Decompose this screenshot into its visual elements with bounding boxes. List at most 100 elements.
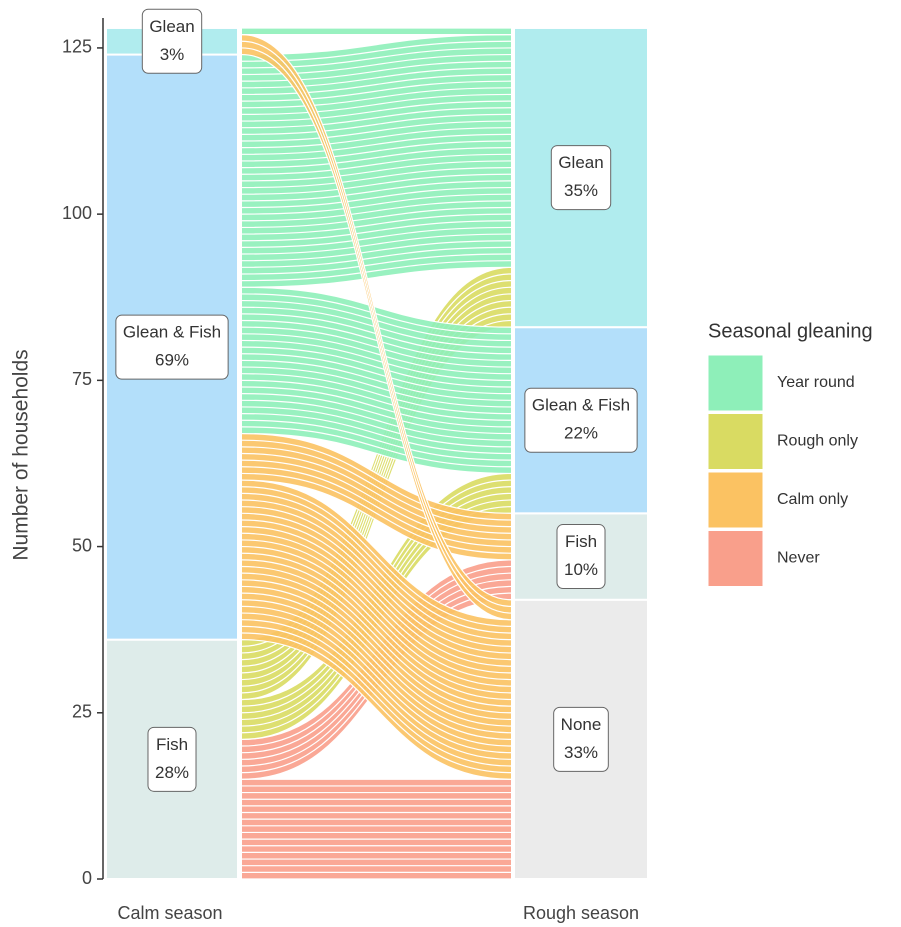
- strand-separator: [241, 539, 512, 681]
- strand-separator: [241, 120, 512, 142]
- legend-label: Year round: [777, 374, 855, 391]
- strand-separator: [241, 605, 512, 747]
- strand-separator: [241, 426, 512, 468]
- strand-separator: [241, 545, 512, 687]
- strand-separator: [241, 512, 512, 654]
- strand-separator: [241, 186, 512, 209]
- stratum-percent: 69%: [155, 351, 189, 370]
- strand-separator: [241, 166, 512, 189]
- strand-separator: [241, 432, 512, 514]
- strand-separator: [241, 253, 512, 275]
- strand-separator: [241, 439, 512, 521]
- strand-separator: [241, 47, 512, 614]
- strand-separator: [241, 552, 512, 694]
- strand-separator: [241, 532, 512, 674]
- strand-separator: [241, 386, 512, 428]
- strand-separator: [241, 233, 512, 255]
- stratum-label: Glean: [149, 17, 194, 36]
- strand-separator: [241, 246, 512, 268]
- strand-separator: [241, 153, 512, 175]
- stratum-label-box: [147, 726, 197, 792]
- stratum-label-box: [553, 706, 609, 772]
- strand-separator: [241, 506, 512, 647]
- strand-separator: [241, 346, 512, 388]
- strand-separator: [241, 326, 512, 368]
- stratum-label-box: [550, 145, 612, 211]
- y-tick-label: 100: [62, 203, 92, 223]
- strand-separator: [241, 446, 512, 528]
- stratum-label: Glean & Fish: [532, 396, 630, 415]
- strand-separator: [241, 612, 512, 754]
- flow: [242, 433, 511, 560]
- strand-separator: [241, 339, 512, 381]
- strand-separator: [241, 486, 512, 627]
- strand-separator: [241, 34, 512, 56]
- x-tick-label: Calm season: [117, 903, 222, 923]
- strand-separator: [241, 127, 512, 149]
- stratum-percent: 22%: [564, 424, 598, 443]
- legend-title: Seasonal gleaning: [708, 320, 873, 342]
- strand-separator: [241, 87, 512, 109]
- strand-separator: [241, 180, 512, 202]
- legend-key: [707, 530, 764, 587]
- stratum-label: Fish: [565, 532, 597, 551]
- stratum-label: Glean & Fish: [123, 323, 221, 342]
- y-axis-label: Number of households: [10, 349, 33, 560]
- strand-separator: [241, 565, 512, 707]
- y-tick-label: 125: [62, 37, 92, 57]
- strand-separator: [241, 459, 512, 541]
- strand-separator: [241, 193, 512, 215]
- legend-key: [707, 413, 764, 470]
- strand-separator: [241, 625, 512, 767]
- strand-separator: [241, 93, 512, 116]
- strand-separator: [241, 140, 512, 162]
- strand-separator: [241, 472, 512, 554]
- strand-separator: [241, 286, 512, 328]
- y-tick-label: 50: [72, 535, 92, 555]
- strand-separator: [241, 226, 512, 248]
- strand-separator: [241, 260, 512, 282]
- stratum-label-box: [524, 387, 638, 453]
- strand-separator: [241, 519, 512, 661]
- strand-separator: [241, 366, 512, 408]
- strand-separator: [241, 220, 512, 242]
- strand-separator: [241, 293, 512, 335]
- strand-separator: [241, 452, 512, 534]
- strand-separator: [241, 266, 512, 288]
- strand-separator: [241, 147, 512, 169]
- strand-separator: [241, 639, 512, 780]
- strand-separator: [241, 399, 512, 441]
- x-tick-label: Rough season: [523, 903, 639, 923]
- strand-separator: [241, 213, 512, 235]
- strand-separator: [241, 379, 512, 421]
- strand-separator: [241, 619, 512, 760]
- strand-separator: [241, 632, 512, 774]
- strand-separator: [241, 34, 512, 601]
- strand-separator: [241, 80, 512, 102]
- strand-separator: [241, 585, 512, 727]
- legend-label: Rough only: [777, 433, 858, 450]
- strand-separator: [241, 359, 512, 401]
- flow: [242, 27, 511, 35]
- stratum-label: None: [561, 715, 602, 734]
- legend-label: Calm only: [777, 491, 848, 508]
- stratum-percent: 33%: [564, 743, 598, 762]
- strand-separator: [241, 107, 512, 129]
- legend-key: [707, 471, 764, 529]
- strand-separator: [241, 40, 512, 608]
- legend-key: [707, 354, 764, 412]
- strand-separator: [241, 572, 512, 714]
- strand-separator: [241, 412, 512, 455]
- strand-separator: [241, 479, 512, 561]
- stratum-label: Fish: [156, 735, 188, 754]
- stratum-percent: 35%: [564, 181, 598, 200]
- strand-separator: [241, 406, 512, 448]
- strand-separator: [241, 240, 512, 262]
- strand-separator: [241, 592, 512, 734]
- strand-separator: [241, 206, 512, 229]
- strand-separator: [241, 200, 512, 222]
- strand-separator: [241, 133, 512, 155]
- stratum-label-box: [115, 314, 229, 380]
- stratum-percent: 10%: [564, 560, 598, 579]
